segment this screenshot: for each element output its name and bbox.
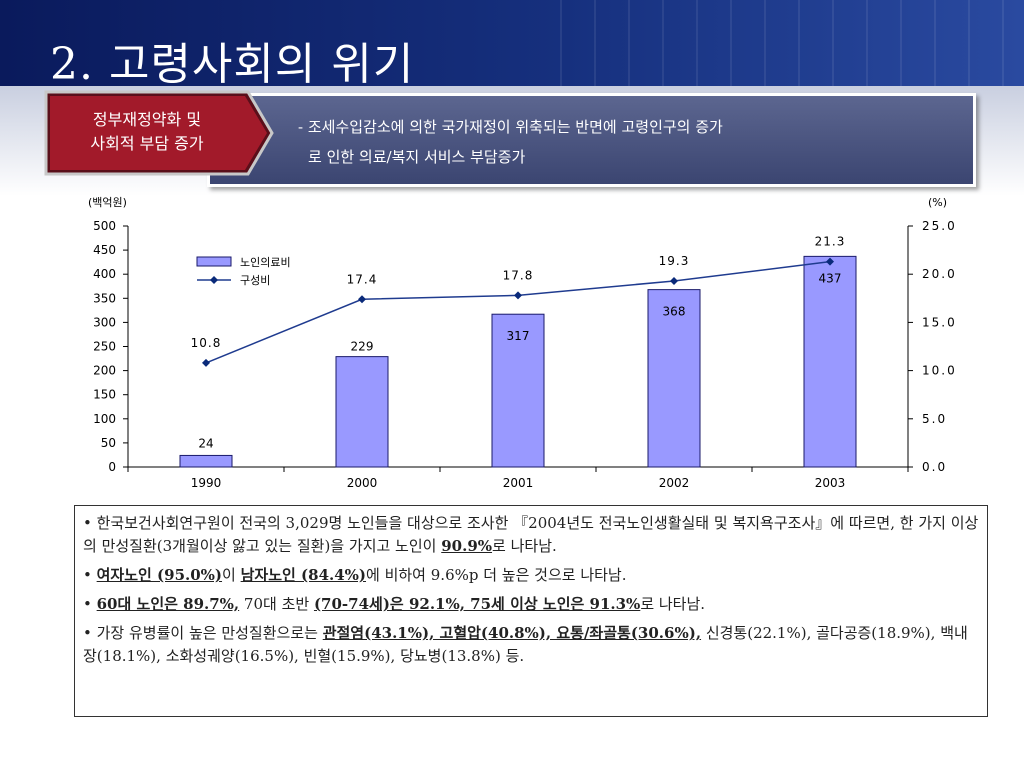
chart-root: (백억원) (%) 0 50 100 150 200 250 300 350 400 450 500 0.… xyxy=(88,196,957,490)
header-stripe xyxy=(798,0,800,86)
bar-value-label: 437 xyxy=(819,271,842,285)
chart: (백억원) (%) 0 50 100 150 200 250 300 350 400 450 500 0.… xyxy=(88,196,957,490)
bullet-2-tail: 에 비하여 9.6%p 더 높은 것으로 나타남. xyxy=(366,566,627,584)
legend-bar-swatch xyxy=(196,256,232,267)
bar-value-label: 368 xyxy=(663,305,686,319)
line-value-label: 19.3 xyxy=(659,254,690,268)
bar xyxy=(179,454,233,468)
bullet-1-tail: 로 나타남. xyxy=(492,537,557,555)
y2-tick-label: 15.0 xyxy=(922,315,957,329)
y-tick-label: 50 xyxy=(101,436,116,450)
header-stripe xyxy=(934,0,936,86)
bullet-4: • 가장 유병률이 높은 만성질환으로는 관절염(43.1%), 고혈압(40.… xyxy=(83,622,979,668)
header-stripe xyxy=(900,0,902,86)
bullet-2-pre: • xyxy=(83,566,97,584)
bullet-1-text: • 한국보건사회연구원이 전국의 3,029명 노인들을 대상으로 조사한 『2… xyxy=(83,514,979,555)
bar-value-label: 24 xyxy=(198,436,213,450)
header-stripe xyxy=(594,0,596,86)
header-stripe xyxy=(628,0,630,86)
header-stripe xyxy=(832,0,834,86)
y2-tick-label: 20.0 xyxy=(922,267,957,281)
bullet-3-tail: 로 나타남. xyxy=(640,595,706,613)
y-tick-label: 0 xyxy=(108,460,116,474)
bar xyxy=(647,289,701,468)
y-tick-label: 400 xyxy=(93,267,116,281)
y2-tick-label: 0.0 xyxy=(922,460,947,474)
arrow-label-box: 정부재정약화 및 사회적 부담 증가 xyxy=(42,88,278,178)
arrow-label-line-2: 사회적 부담 증가 xyxy=(90,134,204,153)
line-value-label: 17.8 xyxy=(503,268,534,282)
bar xyxy=(491,313,545,468)
bullet-4-highlight: 관절염(43.1%), 고혈압(40.8%), 요통/좌골통(30.6%), xyxy=(322,624,702,642)
arrow-label-text: 정부재정약화 및 사회적 부담 증가 xyxy=(52,108,242,156)
x-tick-label: 2002 xyxy=(659,476,690,490)
header-stripe xyxy=(696,0,698,86)
header-band xyxy=(0,0,1024,86)
x-tick-label: 1990 xyxy=(191,476,222,490)
x-tick-label: 2000 xyxy=(347,476,378,490)
line-point xyxy=(826,257,834,266)
subtitle-line-1: - 조세수입감소에 의한 국가재정이 위축되는 반면에 고령인구의 증가 xyxy=(298,118,723,136)
y-tick-label: 350 xyxy=(93,291,116,305)
y2-tick-label: 10.0 xyxy=(922,364,957,378)
y-tick-label: 450 xyxy=(93,243,116,257)
legend-line-marker xyxy=(210,276,218,284)
line-value-label: 17.4 xyxy=(347,272,378,286)
bullet-4-pre: • 가장 유병률이 높은 만성질환으로는 xyxy=(83,624,323,642)
line-point xyxy=(670,276,678,285)
bullet-2-highlight-2: 남자노인 (84.4%) xyxy=(240,566,367,584)
legend-bar-label: 노인의료비 xyxy=(240,256,291,269)
x-tick-label: 2003 xyxy=(815,476,846,490)
line-point xyxy=(202,358,210,367)
y-tick-label: 300 xyxy=(93,315,116,329)
line-value-label: 10.8 xyxy=(191,336,222,350)
header-stripe xyxy=(1002,0,1004,86)
legend-line-label: 구성비 xyxy=(240,274,270,287)
header-stripe xyxy=(730,0,732,86)
x-tick-label: 2001 xyxy=(503,476,534,490)
bar xyxy=(803,255,857,468)
bullet-3-highlight-2: (70-74세)은 92.1%, 75세 이상 노인은 91.3% xyxy=(313,595,641,613)
y-tick-label: 100 xyxy=(93,412,116,426)
arrow-shape xyxy=(44,90,274,176)
y2-tick-label: 5.0 xyxy=(922,412,947,426)
y-tick-label: 150 xyxy=(93,388,116,402)
y2-axis-label: (%) xyxy=(928,196,947,209)
header-stripe xyxy=(866,0,868,86)
bullet-3-pre: • xyxy=(83,595,97,613)
header-stripe xyxy=(968,0,970,86)
header-stripe xyxy=(560,0,562,86)
bullet-1-highlight: 90.9% xyxy=(441,537,493,555)
y-tick-label: 500 xyxy=(93,219,116,233)
bullet-1: • 한국보건사회연구원이 전국의 3,029명 노인들을 대상으로 조사한 『2… xyxy=(83,512,979,558)
subtitle-banner: - 조세수입감소에 의한 국가재정이 위축되는 반면에 고령인구의 증가 로 인… xyxy=(207,93,976,187)
bar xyxy=(335,356,389,468)
bar-value-label: 317 xyxy=(507,329,530,343)
bar-value-label: 229 xyxy=(351,340,374,354)
y-tick-label: 250 xyxy=(93,340,116,354)
bullet-2-mid: 이 xyxy=(222,566,241,584)
header-stripe xyxy=(764,0,766,86)
bullet-3: • 60대 노인은 89.7%, 70대 초반 (70-74세)은 92.1%,… xyxy=(83,593,979,616)
line-value-label: 21.3 xyxy=(815,235,846,249)
line-point xyxy=(514,291,522,300)
subtitle-line-2: 로 인한 의료/복지 서비스 부담증가 xyxy=(308,148,526,166)
bullet-3-highlight-1: 60대 노인은 89.7%, xyxy=(96,595,240,613)
bullet-2: • 여자노인 (95.0%)이 남자노인 (84.4%)에 비하여 9.6%p … xyxy=(83,564,979,587)
header-stripe xyxy=(662,0,664,86)
bullet-3-mid: 70대 초반 xyxy=(239,595,314,613)
findings-box: • 한국보건사회연구원이 전국의 3,029명 노인들을 대상으로 조사한 『2… xyxy=(74,505,988,717)
arrow-label-line-1: 정부재정약화 및 xyxy=(92,110,202,129)
bullet-2-highlight-1: 여자노인 (95.0%) xyxy=(96,566,223,584)
y2-tick-label: 25.0 xyxy=(922,219,957,233)
y-axis-label: (백억원) xyxy=(88,196,127,209)
line-point xyxy=(358,295,366,304)
y-tick-label: 200 xyxy=(93,364,116,378)
bullet-4-tail: 신경통(22.1%), 골다공증(18.9%), 백내장(18.1%), 소화성… xyxy=(83,624,968,665)
page-title: 2. 고령사회의 위기 xyxy=(50,39,415,90)
